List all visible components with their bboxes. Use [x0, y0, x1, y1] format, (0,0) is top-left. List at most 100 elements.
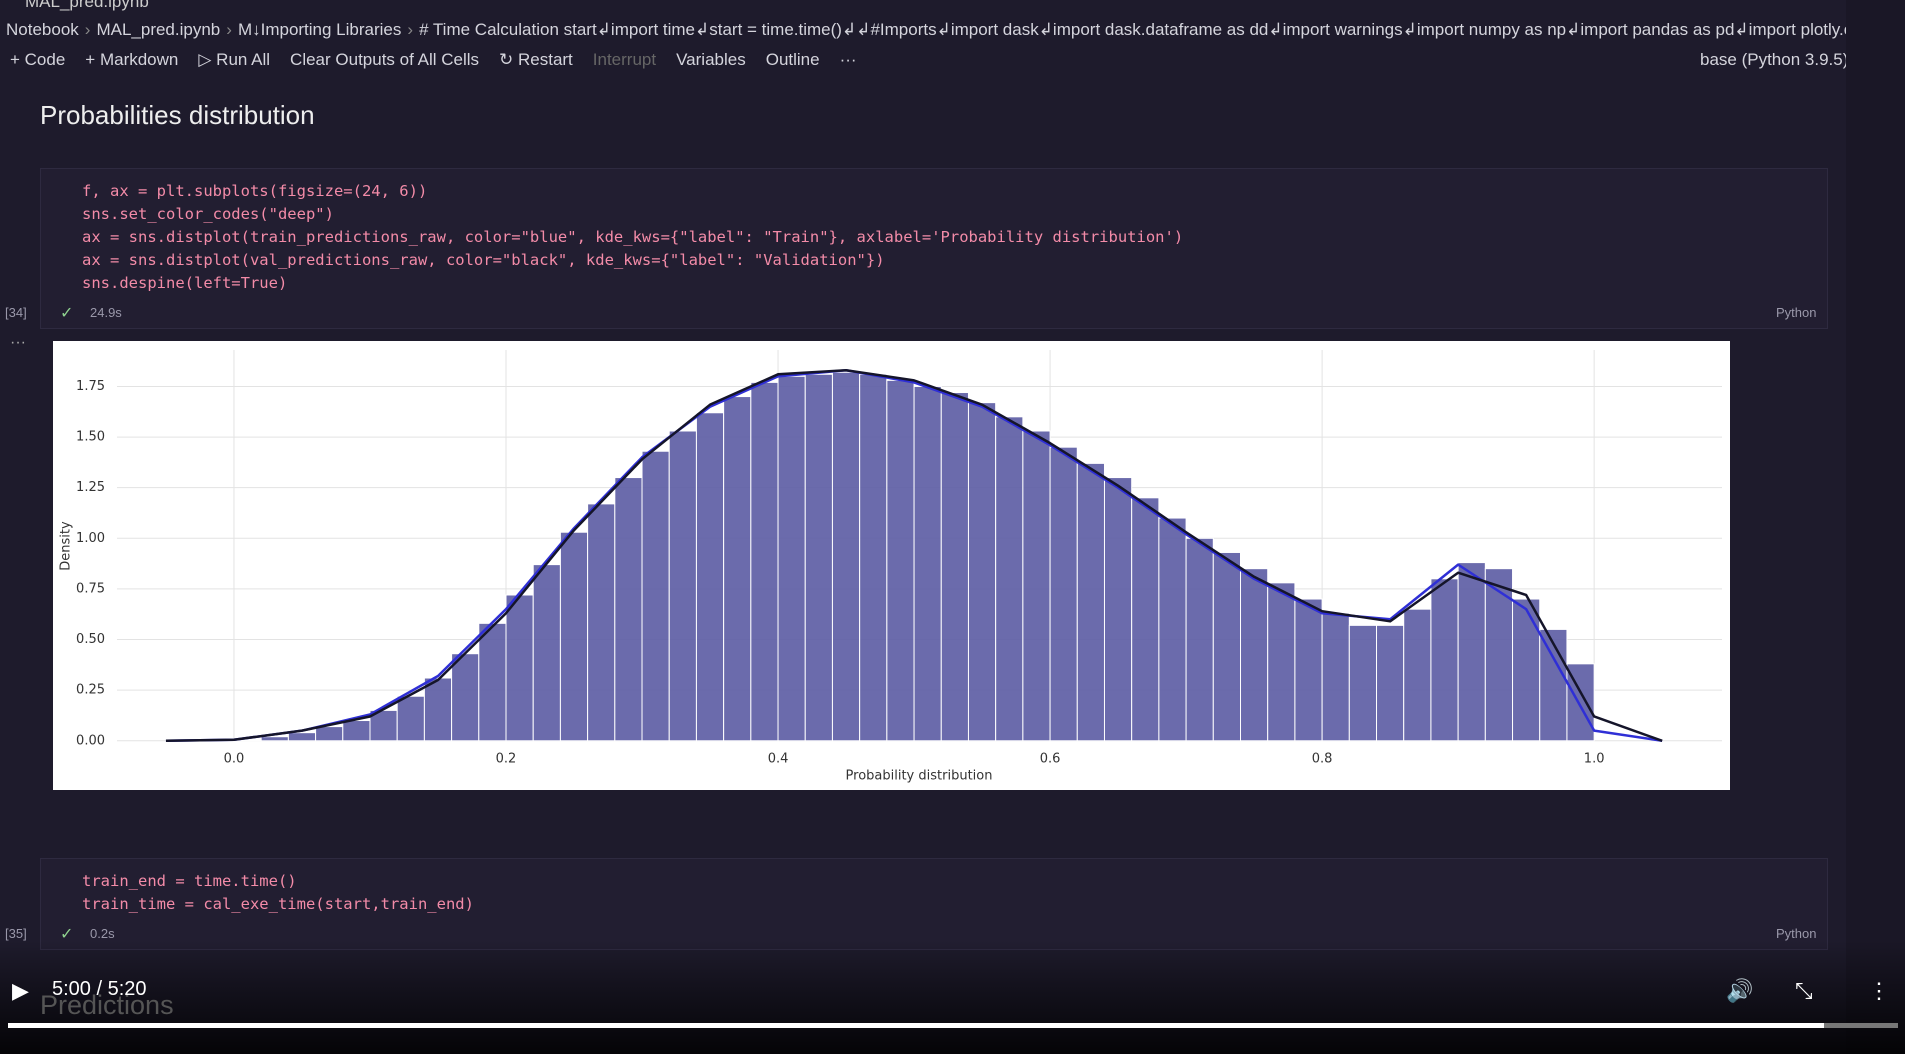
histogram-bar	[1403, 608, 1432, 742]
video-overlay	[0, 940, 1905, 1054]
histogram-bar	[750, 381, 779, 742]
y-tick-label: 1.00	[76, 531, 105, 546]
code-line: sns.despine(left=True)	[82, 274, 288, 292]
y-axis-label: Density	[59, 521, 74, 571]
fullscreen-button[interactable]: ⤡	[1795, 978, 1813, 1003]
toolbar-button[interactable]: Variables	[676, 50, 746, 69]
tab-title[interactable]: MAL_pred.ipynb	[25, 0, 149, 11]
x-tick-label: 0.8	[1312, 751, 1333, 766]
toolbar-button[interactable]: Outline	[765, 50, 820, 69]
histogram-bar	[668, 430, 697, 742]
y-tick-label: 0.50	[76, 632, 105, 647]
histogram-bar	[1076, 462, 1105, 742]
toolbar-button[interactable]: ▷ Run All	[198, 50, 271, 69]
breadcrumb-item[interactable]: MAL_pred.ipynb	[96, 20, 221, 39]
code-line: train_end = time.time()	[82, 872, 297, 890]
histogram-bar	[1348, 624, 1378, 742]
y-tick-label: 1.50	[76, 430, 105, 445]
y-tick-label: 1.25	[76, 480, 105, 495]
histogram-bar	[723, 396, 752, 742]
y-tick-label: 0.00	[76, 733, 105, 748]
histogram-bar	[559, 531, 589, 742]
histogram-bar	[1294, 598, 1323, 742]
y-tick-label: 0.25	[76, 683, 105, 698]
histogram-bar	[1212, 551, 1242, 742]
histogram-bar	[1103, 477, 1133, 742]
histogram-bar	[967, 402, 997, 742]
kde-line	[165, 368, 1663, 743]
histogram-bar	[777, 375, 806, 742]
code-line: ax = sns.distplot(train_predictions_raw,…	[82, 228, 1184, 246]
x-axis-label: Probability distribution	[846, 769, 993, 784]
check-icon: ✓	[60, 305, 74, 322]
histogram-bar	[1185, 537, 1214, 742]
toolbar-button[interactable]: + Code	[10, 50, 66, 69]
histogram-bar	[1267, 582, 1296, 742]
histogram-bar	[1049, 446, 1078, 742]
histogram-bar	[641, 450, 670, 742]
execution-count: [35]	[5, 926, 27, 941]
toolbar-button[interactable]: ···	[839, 50, 857, 69]
x-tick-label: 0.2	[496, 751, 517, 766]
histogram-bar	[532, 564, 561, 742]
heading: Probabilities distribution	[40, 100, 315, 130]
y-tick-label: 1.75	[76, 379, 105, 394]
duration: 24.9s	[90, 305, 122, 320]
histogram-bar	[315, 726, 344, 742]
toolbar-button[interactable]: + Markdown	[85, 50, 179, 69]
breadcrumb-item[interactable]: # Time Calculation start↲import time↲sta…	[419, 20, 1846, 39]
cell-language[interactable]: Python	[1776, 305, 1817, 320]
histogram-bar	[831, 371, 861, 742]
toolbar-button[interactable]: Interrupt	[592, 50, 657, 69]
histogram-bar	[614, 477, 643, 742]
y-tick-label: 0.75	[76, 581, 105, 596]
histogram-bar	[396, 695, 425, 742]
breadcrumb: Notebook › MAL_pred.ipynb › M↓Importing Libr…	[6, 20, 1846, 40]
code-line: train_time = cal_exe_time(start,train_en…	[82, 895, 474, 913]
histogram-bar	[1376, 624, 1405, 742]
video-time: 5:00 / 5:20	[52, 978, 147, 1000]
histogram-bar	[886, 379, 915, 742]
histogram-bar	[1131, 497, 1160, 742]
breadcrumb-item[interactable]: M↓Importing Libraries	[237, 20, 402, 39]
volume-button[interactable]: 🔊	[1726, 978, 1754, 1003]
breadcrumb-item[interactable]: Notebook	[6, 20, 79, 39]
histogram-bar	[451, 653, 480, 742]
x-tick-label: 1.0	[1584, 751, 1605, 766]
histogram-bar	[287, 732, 317, 742]
histogram-bar	[478, 622, 507, 742]
code-cell[interactable]	[40, 168, 1828, 329]
histogram-bar	[1321, 612, 1350, 742]
toolbar-button[interactable]: ↻ Restart	[499, 50, 573, 69]
menu-button[interactable]: ⋮	[1868, 978, 1890, 1003]
histogram-bar	[1430, 578, 1459, 742]
check-icon: ✓	[60, 926, 74, 943]
x-tick-label: 0.0	[224, 751, 245, 766]
more-button[interactable]: ···	[10, 334, 26, 351]
execution-count: [34]	[5, 305, 27, 320]
histogram-bar	[913, 385, 942, 742]
histogram-bar	[1158, 517, 1187, 742]
chart: Density Probability distribution 0.00 0.2…	[53, 341, 1730, 790]
kde-line	[165, 368, 1663, 743]
kernel-picker[interactable]: base (Python 3.9.5)	[1700, 50, 1849, 69]
cell-language[interactable]: Python	[1776, 926, 1817, 941]
histogram-bar	[1457, 562, 1486, 742]
histogram-bar	[859, 373, 888, 742]
histogram-bar	[342, 720, 371, 742]
histogram-bar	[1240, 568, 1269, 742]
histogram-bar	[423, 677, 453, 742]
separator: ›	[407, 20, 414, 39]
code-line: ax = sns.distplot(val_predictions_raw, c…	[82, 251, 885, 269]
activity-bar	[1846, 0, 1905, 1054]
toolbar: + Code + Markdown ▷ Run All Clear Outputs o…	[0, 50, 867, 70]
histogram-bar	[804, 373, 833, 742]
code-cell[interactable]	[40, 858, 1828, 950]
video-caption: Predictions	[40, 990, 174, 1020]
play-button[interactable]: ▶	[12, 978, 29, 1003]
duration: 0.2s	[90, 926, 115, 941]
separator: ›	[84, 20, 91, 39]
histogram-bar	[1539, 628, 1568, 742]
toolbar-button[interactable]: Clear Outputs of All Cells	[290, 50, 480, 69]
